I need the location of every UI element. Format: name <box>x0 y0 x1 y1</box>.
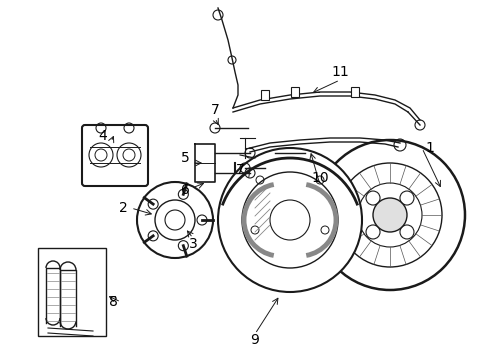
Bar <box>350 87 358 97</box>
Text: 8: 8 <box>108 295 117 309</box>
Text: 11: 11 <box>330 65 348 79</box>
Text: 9: 9 <box>250 333 259 347</box>
Text: 1: 1 <box>425 141 433 155</box>
Text: 4: 4 <box>99 129 107 143</box>
Text: 7: 7 <box>235 163 244 177</box>
Bar <box>290 87 298 97</box>
Text: 6: 6 <box>180 183 189 197</box>
Bar <box>38 248 106 336</box>
Text: 10: 10 <box>310 171 328 185</box>
Text: 5: 5 <box>180 151 189 165</box>
Text: 7: 7 <box>210 103 219 117</box>
Text: 2: 2 <box>119 201 127 215</box>
Circle shape <box>314 140 464 290</box>
Circle shape <box>372 198 406 232</box>
Circle shape <box>218 148 361 292</box>
Circle shape <box>137 182 213 258</box>
Text: 3: 3 <box>188 237 197 251</box>
Bar <box>261 90 268 100</box>
